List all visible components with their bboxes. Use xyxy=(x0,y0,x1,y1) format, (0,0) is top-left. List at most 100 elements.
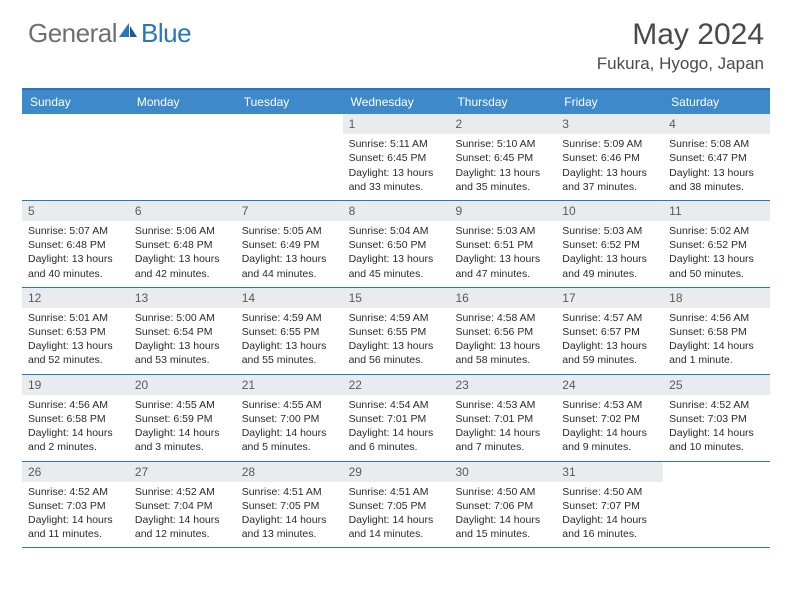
daylight1-text: Daylight: 13 hours xyxy=(242,339,337,353)
daylight1-text: Daylight: 13 hours xyxy=(455,339,550,353)
sunset-text: Sunset: 6:51 PM xyxy=(455,238,550,252)
sunset-text: Sunset: 7:07 PM xyxy=(562,499,657,513)
day-number: 28 xyxy=(236,462,343,482)
day-content: Sunrise: 4:56 AMSunset: 6:58 PMDaylight:… xyxy=(663,308,770,374)
brand-part2: Blue xyxy=(141,18,191,49)
day-cell: 14Sunrise: 4:59 AMSunset: 6:55 PMDayligh… xyxy=(236,288,343,374)
brand-part1: General xyxy=(28,18,117,49)
day-content: Sunrise: 4:50 AMSunset: 7:07 PMDaylight:… xyxy=(556,482,663,548)
week-row: 26Sunrise: 4:52 AMSunset: 7:03 PMDayligh… xyxy=(22,462,770,549)
sunrise-text: Sunrise: 5:03 AM xyxy=(455,224,550,238)
day-cell: 3Sunrise: 5:09 AMSunset: 6:46 PMDaylight… xyxy=(556,114,663,200)
daylight1-text: Daylight: 14 hours xyxy=(349,513,444,527)
day-number: 12 xyxy=(22,288,129,308)
daylight2-text: and 38 minutes. xyxy=(669,180,764,194)
sunset-text: Sunset: 6:52 PM xyxy=(669,238,764,252)
sunrise-text: Sunrise: 4:51 AM xyxy=(242,485,337,499)
daylight2-text: and 40 minutes. xyxy=(28,267,123,281)
day-content: Sunrise: 4:50 AMSunset: 7:06 PMDaylight:… xyxy=(449,482,556,548)
sunset-text: Sunset: 6:59 PM xyxy=(135,412,230,426)
daylight1-text: Daylight: 13 hours xyxy=(135,252,230,266)
daylight1-text: Daylight: 14 hours xyxy=(669,339,764,353)
daylight1-text: Daylight: 13 hours xyxy=(135,339,230,353)
sail-icon xyxy=(117,21,139,39)
weekday-label: Saturday xyxy=(663,90,770,114)
day-number: 6 xyxy=(129,201,236,221)
day-content: Sunrise: 5:01 AMSunset: 6:53 PMDaylight:… xyxy=(22,308,129,374)
sunrise-text: Sunrise: 4:52 AM xyxy=(28,485,123,499)
daylight2-text: and 50 minutes. xyxy=(669,267,764,281)
day-content: Sunrise: 4:56 AMSunset: 6:58 PMDaylight:… xyxy=(22,395,129,461)
sunset-text: Sunset: 6:46 PM xyxy=(562,151,657,165)
weekday-label: Wednesday xyxy=(343,90,450,114)
daylight2-text: and 16 minutes. xyxy=(562,527,657,541)
sunrise-text: Sunrise: 5:02 AM xyxy=(669,224,764,238)
day-content: Sunrise: 4:52 AMSunset: 7:03 PMDaylight:… xyxy=(22,482,129,548)
sunrise-text: Sunrise: 5:08 AM xyxy=(669,137,764,151)
day-number: 30 xyxy=(449,462,556,482)
daylight2-text: and 33 minutes. xyxy=(349,180,444,194)
day-cell: 15Sunrise: 4:59 AMSunset: 6:55 PMDayligh… xyxy=(343,288,450,374)
day-number: 13 xyxy=(129,288,236,308)
daylight1-text: Daylight: 14 hours xyxy=(28,426,123,440)
sunrise-text: Sunrise: 5:06 AM xyxy=(135,224,230,238)
daylight2-text: and 52 minutes. xyxy=(28,353,123,367)
day-content: Sunrise: 5:03 AMSunset: 6:51 PMDaylight:… xyxy=(449,221,556,287)
sunrise-text: Sunrise: 5:07 AM xyxy=(28,224,123,238)
daylight2-text: and 35 minutes. xyxy=(455,180,550,194)
day-cell: 17Sunrise: 4:57 AMSunset: 6:57 PMDayligh… xyxy=(556,288,663,374)
sunset-text: Sunset: 6:53 PM xyxy=(28,325,123,339)
sunset-text: Sunset: 7:03 PM xyxy=(669,412,764,426)
daylight2-text: and 6 minutes. xyxy=(349,440,444,454)
week-row: 5Sunrise: 5:07 AMSunset: 6:48 PMDaylight… xyxy=(22,201,770,288)
day-content: Sunrise: 5:05 AMSunset: 6:49 PMDaylight:… xyxy=(236,221,343,287)
sunset-text: Sunset: 6:47 PM xyxy=(669,151,764,165)
day-number: 7 xyxy=(236,201,343,221)
daylight2-text: and 10 minutes. xyxy=(669,440,764,454)
sunset-text: Sunset: 7:04 PM xyxy=(135,499,230,513)
daylight2-text: and 37 minutes. xyxy=(562,180,657,194)
daylight1-text: Daylight: 14 hours xyxy=(669,426,764,440)
sunset-text: Sunset: 7:03 PM xyxy=(28,499,123,513)
day-content: Sunrise: 5:00 AMSunset: 6:54 PMDaylight:… xyxy=(129,308,236,374)
sunrise-text: Sunrise: 4:53 AM xyxy=(455,398,550,412)
day-cell: 16Sunrise: 4:58 AMSunset: 6:56 PMDayligh… xyxy=(449,288,556,374)
daylight1-text: Daylight: 13 hours xyxy=(242,252,337,266)
daylight1-text: Daylight: 13 hours xyxy=(28,252,123,266)
sunset-text: Sunset: 6:52 PM xyxy=(562,238,657,252)
sunset-text: Sunset: 6:48 PM xyxy=(28,238,123,252)
day-number: 14 xyxy=(236,288,343,308)
brand-logo: General Blue xyxy=(28,18,191,49)
daylight2-text: and 44 minutes. xyxy=(242,267,337,281)
sunrise-text: Sunrise: 4:57 AM xyxy=(562,311,657,325)
day-cell: 10Sunrise: 5:03 AMSunset: 6:52 PMDayligh… xyxy=(556,201,663,287)
daylight2-text: and 9 minutes. xyxy=(562,440,657,454)
daylight1-text: Daylight: 14 hours xyxy=(242,426,337,440)
sunrise-text: Sunrise: 5:03 AM xyxy=(562,224,657,238)
sunset-text: Sunset: 6:50 PM xyxy=(349,238,444,252)
daylight1-text: Daylight: 14 hours xyxy=(28,513,123,527)
header: General Blue May 2024 Fukura, Hyogo, Jap… xyxy=(0,0,792,82)
daylight1-text: Daylight: 14 hours xyxy=(455,426,550,440)
daylight2-text: and 15 minutes. xyxy=(455,527,550,541)
daylight1-text: Daylight: 13 hours xyxy=(455,166,550,180)
week-row: 1Sunrise: 5:11 AMSunset: 6:45 PMDaylight… xyxy=(22,114,770,201)
sunrise-text: Sunrise: 4:52 AM xyxy=(135,485,230,499)
sunset-text: Sunset: 6:55 PM xyxy=(349,325,444,339)
day-cell: 13Sunrise: 5:00 AMSunset: 6:54 PMDayligh… xyxy=(129,288,236,374)
title-block: May 2024 Fukura, Hyogo, Japan xyxy=(597,18,764,74)
sunrise-text: Sunrise: 5:05 AM xyxy=(242,224,337,238)
day-number: 11 xyxy=(663,201,770,221)
day-number: 26 xyxy=(22,462,129,482)
day-number: 22 xyxy=(343,375,450,395)
day-cell: 4Sunrise: 5:08 AMSunset: 6:47 PMDaylight… xyxy=(663,114,770,200)
day-number: 15 xyxy=(343,288,450,308)
day-cell: 8Sunrise: 5:04 AMSunset: 6:50 PMDaylight… xyxy=(343,201,450,287)
daylight1-text: Daylight: 14 hours xyxy=(562,513,657,527)
sunset-text: Sunset: 7:02 PM xyxy=(562,412,657,426)
daylight2-text: and 59 minutes. xyxy=(562,353,657,367)
day-cell: 6Sunrise: 5:06 AMSunset: 6:48 PMDaylight… xyxy=(129,201,236,287)
daylight1-text: Daylight: 13 hours xyxy=(349,252,444,266)
day-content: Sunrise: 4:53 AMSunset: 7:02 PMDaylight:… xyxy=(556,395,663,461)
day-content: Sunrise: 4:52 AMSunset: 7:03 PMDaylight:… xyxy=(663,395,770,461)
